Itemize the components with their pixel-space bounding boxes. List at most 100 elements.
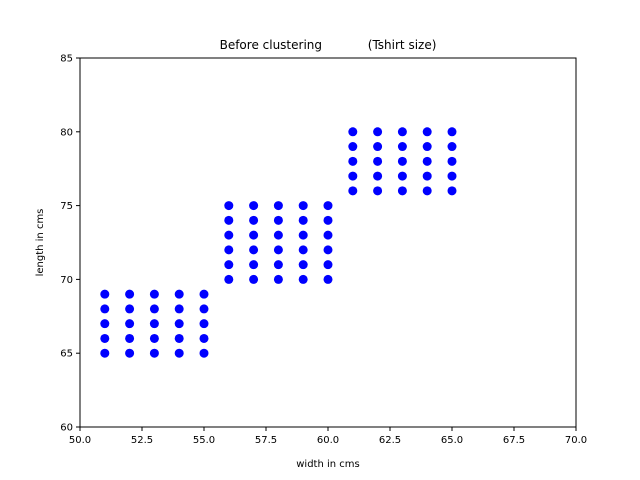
- data-point: [422, 127, 432, 137]
- y-tick-label: 80: [60, 127, 73, 138]
- data-point: [348, 142, 358, 152]
- y-axis-ticks: 60 65 70 75 80 85: [60, 54, 80, 434]
- data-point: [249, 201, 259, 211]
- data-point: [298, 201, 308, 211]
- data-point: [422, 171, 432, 181]
- x-tick-label: 55.0: [193, 435, 215, 446]
- data-point: [125, 348, 135, 358]
- data-point: [323, 230, 333, 240]
- data-point: [422, 142, 432, 152]
- data-point: [298, 245, 308, 255]
- data-point: [397, 156, 407, 166]
- y-tick-label: 85: [60, 54, 73, 65]
- data-point: [125, 289, 135, 299]
- x-tick-label: 60.0: [317, 435, 339, 446]
- data-point: [323, 260, 333, 270]
- data-point: [447, 171, 457, 181]
- data-point: [373, 186, 383, 196]
- data-point: [397, 186, 407, 196]
- data-point: [249, 215, 259, 225]
- data-point: [323, 215, 333, 225]
- data-point: [447, 156, 457, 166]
- data-point: [422, 186, 432, 196]
- data-point: [273, 274, 283, 284]
- data-point: [249, 230, 259, 240]
- data-point: [249, 245, 259, 255]
- data-point: [397, 142, 407, 152]
- x-tick-label: 62.5: [379, 435, 401, 446]
- data-point: [447, 127, 457, 137]
- data-point: [273, 215, 283, 225]
- data-point: [249, 260, 259, 270]
- data-point: [125, 304, 135, 314]
- data-point: [100, 348, 110, 358]
- data-point: [149, 348, 159, 358]
- x-tick-label: 67.5: [503, 435, 525, 446]
- data-point: [224, 201, 234, 211]
- y-tick-label: 65: [60, 349, 73, 360]
- data-point: [323, 245, 333, 255]
- data-point: [174, 333, 184, 343]
- data-point: [174, 348, 184, 358]
- data-point: [224, 274, 234, 284]
- data-point: [373, 127, 383, 137]
- data-point: [224, 215, 234, 225]
- y-tick-label: 60: [60, 423, 73, 434]
- data-point: [397, 127, 407, 137]
- data-point: [298, 274, 308, 284]
- data-point: [397, 171, 407, 181]
- data-point: [199, 348, 209, 358]
- x-tick-label: 52.5: [131, 435, 153, 446]
- data-point: [273, 260, 283, 270]
- data-point: [199, 304, 209, 314]
- data-point: [373, 171, 383, 181]
- data-point: [273, 245, 283, 255]
- data-point: [373, 142, 383, 152]
- data-point: [224, 260, 234, 270]
- data-point: [199, 319, 209, 329]
- data-point: [348, 156, 358, 166]
- data-point: [348, 186, 358, 196]
- data-point: [100, 333, 110, 343]
- data-point: [224, 245, 234, 255]
- x-tick-label: 57.5: [255, 435, 277, 446]
- data-point: [348, 171, 358, 181]
- data-point: [149, 304, 159, 314]
- x-tick-label: 65.0: [441, 435, 463, 446]
- data-point: [199, 289, 209, 299]
- x-tick-label: 70.0: [565, 435, 587, 446]
- data-point: [348, 127, 358, 137]
- data-point: [249, 274, 259, 284]
- data-point: [323, 274, 333, 284]
- data-point: [447, 142, 457, 152]
- x-axis-ticks: 50.0 52.5 55.0 57.5 60.0 62.5 65.0 67.5 70.0: [69, 427, 587, 446]
- data-point: [323, 201, 333, 211]
- data-point: [273, 230, 283, 240]
- data-point: [100, 289, 110, 299]
- x-tick-label: 50.0: [69, 435, 91, 446]
- y-tick-label: 75: [60, 201, 73, 212]
- data-point: [100, 304, 110, 314]
- x-axis-label: width in cms: [296, 459, 360, 470]
- y-axis-label: length in cms: [35, 209, 46, 277]
- data-point: [199, 333, 209, 343]
- data-point: [125, 333, 135, 343]
- data-point: [298, 260, 308, 270]
- data-point: [373, 156, 383, 166]
- data-point: [298, 215, 308, 225]
- data-point: [224, 230, 234, 240]
- data-point: [273, 201, 283, 211]
- data-point: [149, 333, 159, 343]
- y-tick-label: 70: [60, 275, 73, 286]
- plot-frame: [79, 57, 577, 428]
- data-point: [125, 319, 135, 329]
- data-point: [447, 186, 457, 196]
- data-point: [149, 289, 159, 299]
- data-point: [100, 319, 110, 329]
- data-points: [100, 127, 457, 358]
- data-point: [298, 230, 308, 240]
- data-point: [422, 156, 432, 166]
- data-point: [174, 304, 184, 314]
